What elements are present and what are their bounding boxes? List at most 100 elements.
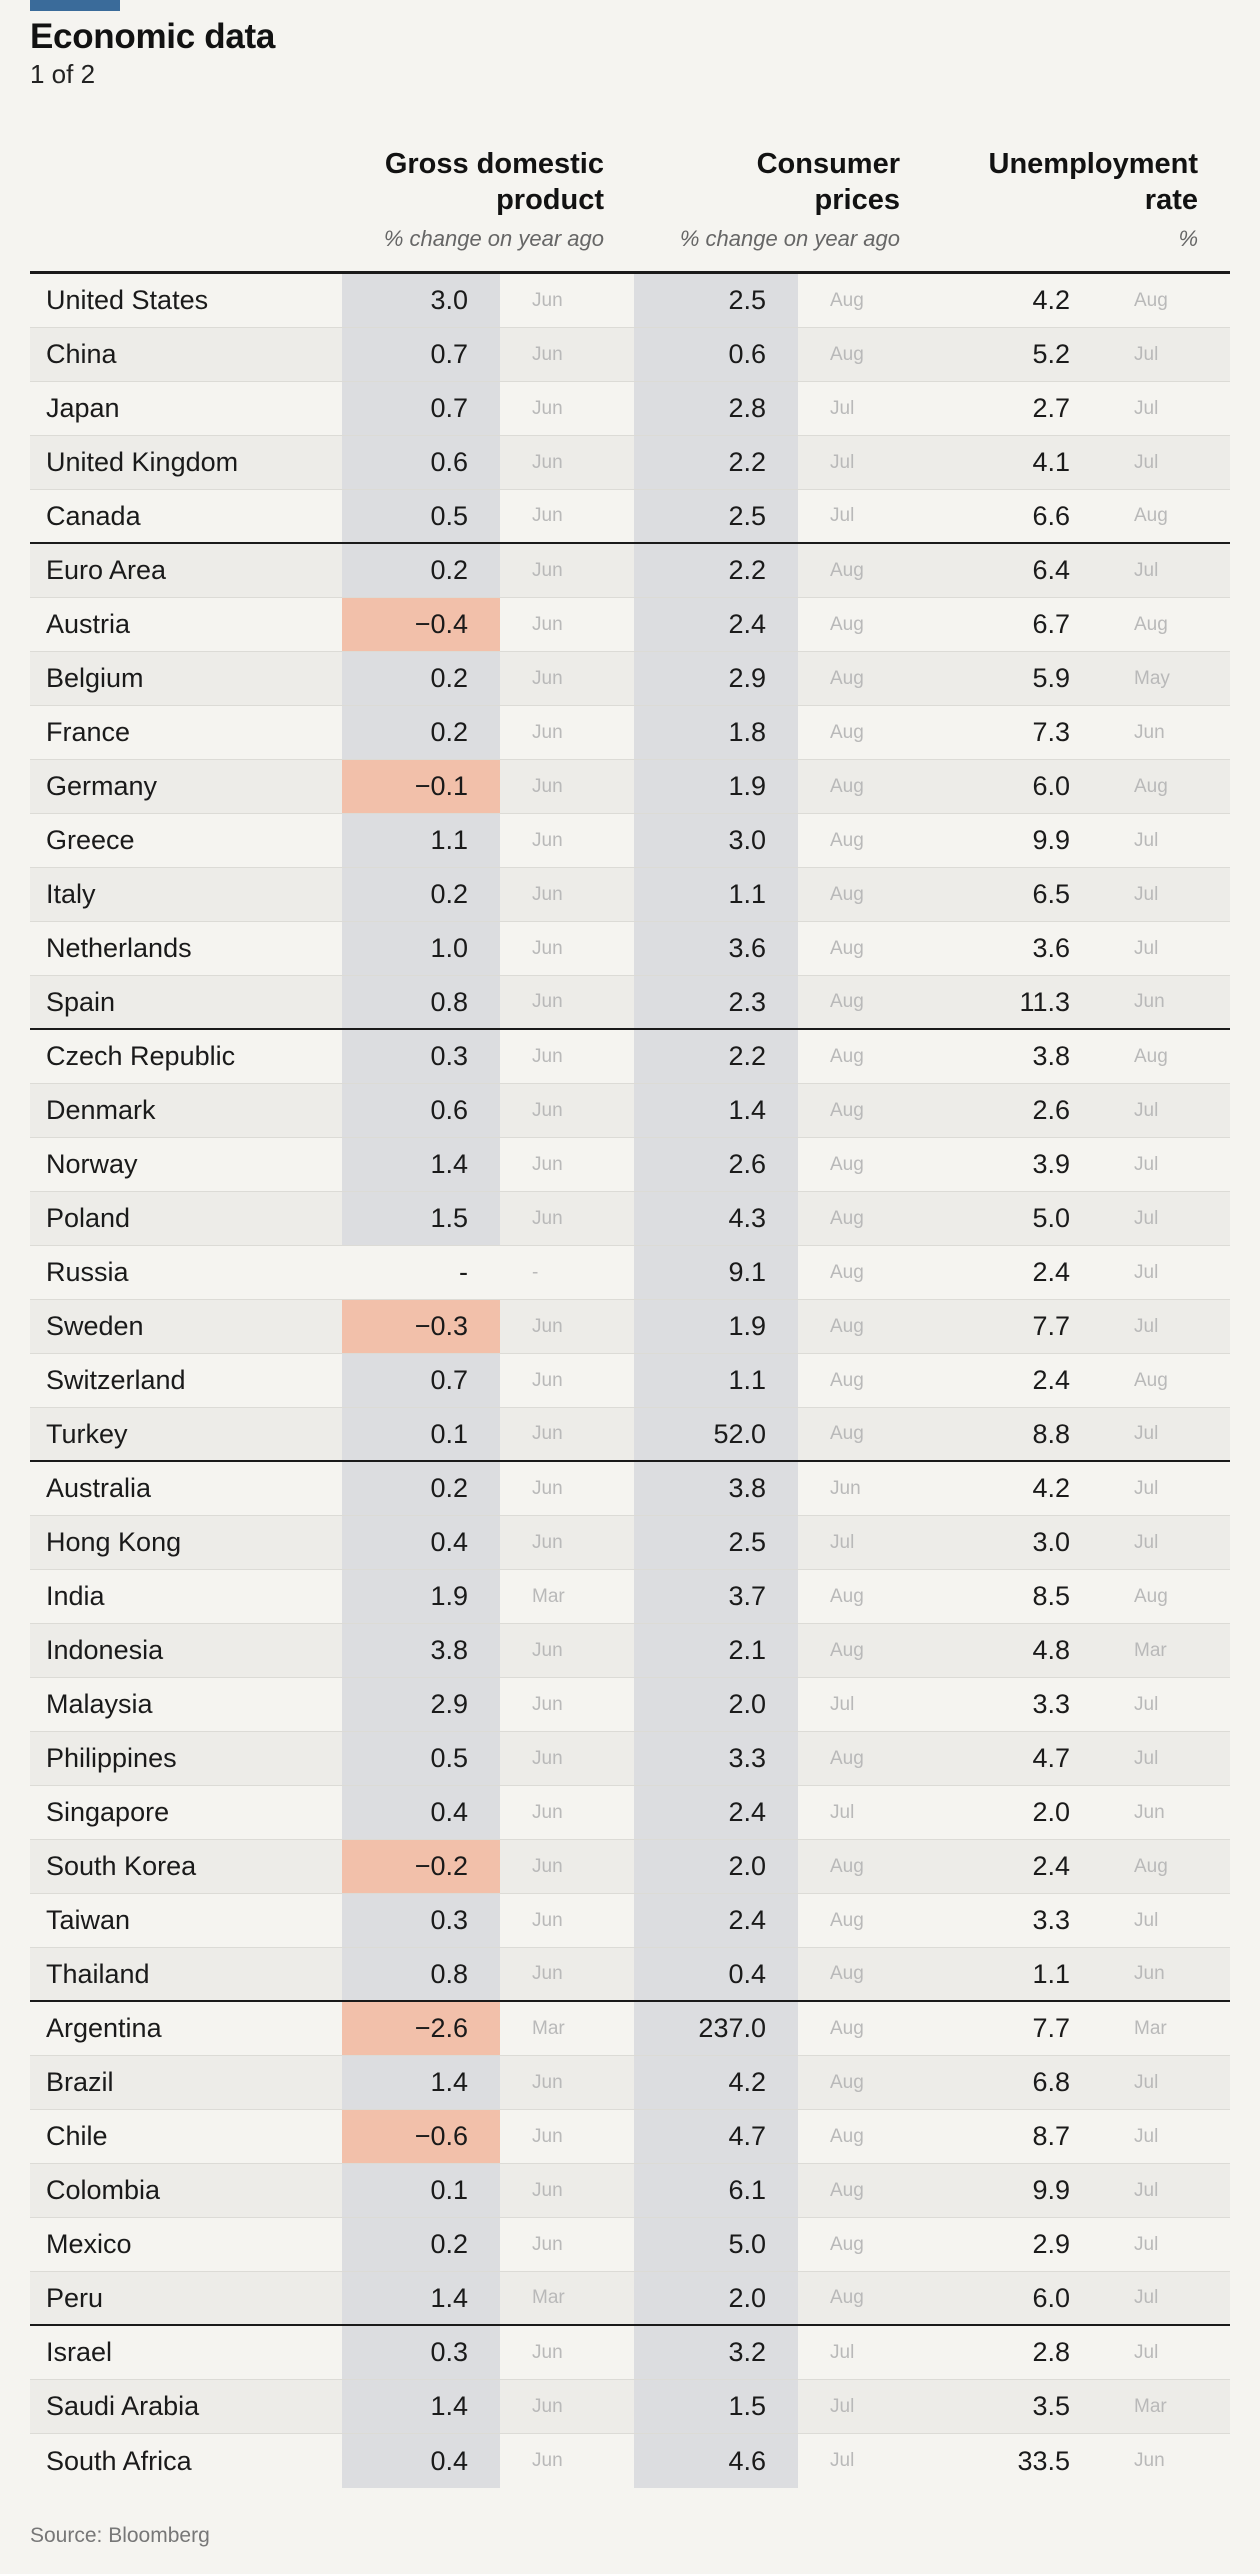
cpi-value: 3.3 [728, 1743, 766, 1773]
unemployment-period: Jul [1134, 1747, 1159, 1769]
table-row: Peru 1.4 Mar 2.0 Aug 6.0 Jul [30, 2272, 1230, 2326]
unemployment-period: Jul [1134, 2071, 1159, 2093]
country-name: Argentina [46, 2013, 162, 2043]
gdp-period: Jun [532, 559, 563, 581]
unemployment-period: Aug [1134, 775, 1168, 797]
unemployment-value: 3.8 [1032, 1041, 1070, 1071]
cpi-cell-fill [634, 1732, 798, 1785]
gdp-value: 0.1 [430, 2175, 468, 2205]
cpi-value: 5.0 [728, 2229, 766, 2259]
unemployment-value: 7.3 [1032, 717, 1070, 747]
cpi-unit: % change on year ago [679, 226, 900, 251]
cpi-period: Jul [830, 1693, 855, 1715]
gdp-period: Jun [532, 775, 563, 797]
unemployment-period: Jun [1134, 1801, 1165, 1823]
table-row: Chile −0.6 Jun 4.7 Aug 8.7 Jul [30, 2110, 1230, 2164]
unemployment-period: Jul [1134, 2233, 1159, 2255]
gdp-value: 0.6 [430, 447, 468, 477]
table-row: Greece 1.1 Jun 3.0 Aug 9.9 Jul [30, 814, 1230, 868]
cpi-value: 2.6 [728, 1149, 766, 1179]
gdp-period: Jun [532, 1477, 563, 1499]
cpi-cell-fill [634, 544, 798, 597]
cpi-period: Jul [830, 1531, 855, 1553]
cpi-period: Aug [830, 1855, 864, 1877]
gdp-cell-fill [342, 1840, 500, 1893]
gdp-cell-fill [342, 868, 500, 921]
gdp-period: Jun [532, 2341, 563, 2363]
table-row: Sweden −0.3 Jun 1.9 Aug 7.7 Jul [30, 1300, 1230, 1354]
country-name: Belgium [46, 663, 144, 693]
cpi-value: 1.9 [728, 1311, 766, 1341]
cpi-period: Aug [830, 1963, 864, 1984]
country-name: Canada [46, 500, 141, 531]
country-name: Switzerland [46, 1365, 186, 1395]
cpi-cell-fill [634, 652, 798, 705]
gdp-period: Jun [532, 1099, 563, 1121]
gdp-period: Jun [532, 397, 563, 419]
gdp-cell-fill [342, 2218, 500, 2271]
unemployment-value: 2.6 [1032, 1095, 1070, 1125]
gdp-period: Jun [532, 1207, 563, 1229]
unemployment-period: Jul [1134, 937, 1159, 959]
unemployment-value: 3.0 [1032, 1527, 1070, 1557]
gdp-period: Jun [532, 451, 563, 473]
cpi-value: 2.5 [728, 500, 766, 531]
unemployment-period: Aug [1134, 289, 1168, 311]
gdp-cell-fill [342, 328, 500, 381]
gdp-cell-fill [342, 490, 500, 542]
gdp-value: 0.5 [430, 1743, 468, 1773]
table-row: Belgium 0.2 Jun 2.9 Aug 5.9 May [30, 652, 1230, 706]
cpi-cell-fill [634, 2164, 798, 2217]
unemployment-period: Mar [1134, 2017, 1167, 2039]
unemployment-period: Jul [1134, 1909, 1159, 1931]
cpi-cell-fill [634, 760, 798, 813]
country-name: Norway [46, 1149, 138, 1179]
cpi-value: 1.5 [728, 2391, 766, 2421]
cpi-value: 4.3 [728, 1203, 766, 1233]
gdp-cell-fill [342, 706, 500, 759]
cpi-cell-fill [634, 1138, 798, 1191]
unemployment-value: 4.8 [1032, 1635, 1070, 1665]
unemployment-period: Aug [1134, 1045, 1168, 1067]
country-name: Taiwan [46, 1905, 131, 1935]
gdp-period: Jun [532, 1963, 563, 1984]
gdp-value: 1.9 [430, 1581, 468, 1611]
cpi-period: Aug [830, 667, 864, 689]
table-row: Taiwan 0.3 Jun 2.4 Aug 3.3 Jul [30, 1894, 1230, 1948]
cpi-value: 3.2 [728, 2337, 766, 2367]
cpi-cell-fill [634, 1840, 798, 1893]
unemployment-value: 9.9 [1032, 2175, 1070, 2205]
cpi-cell-fill [634, 1894, 798, 1947]
unemployment-header-line2: rate [1144, 184, 1198, 216]
gdp-cell-fill [342, 652, 500, 705]
unemployment-period: Jul [1134, 559, 1159, 581]
gdp-cell-fill [342, 436, 500, 489]
table-row: United States 3.0 Jun 2.5 Aug 4.2 Aug [30, 274, 1230, 328]
cpi-header-line1: Consumer [756, 148, 900, 180]
gdp-period: Jun [532, 2125, 563, 2147]
table-row: Thailand 0.8 Jun 0.4 Aug 1.1 Jun [30, 1948, 1230, 2002]
table-row: South Korea −0.2 Jun 2.0 Aug 2.4 Aug [30, 1840, 1230, 1894]
country-name: Chile [46, 2121, 108, 2151]
unemployment-value: 7.7 [1032, 1311, 1070, 1341]
cpi-period: Aug [830, 2233, 864, 2255]
gdp-cell-fill [342, 1624, 500, 1677]
cpi-period: Aug [830, 991, 864, 1012]
gdp-cell-fill [342, 760, 500, 813]
cpi-header-line2: prices [814, 184, 900, 216]
table-row: Brazil 1.4 Jun 4.2 Aug 6.8 Jul [30, 2056, 1230, 2110]
table-row: Australia 0.2 Jun 3.8 Jun 4.2 Jul [30, 1462, 1230, 1516]
unemployment-period: Jul [1134, 1099, 1159, 1121]
cpi-period: Aug [830, 1045, 864, 1067]
gdp-cell-fill [342, 814, 500, 867]
cpi-value: 2.0 [728, 2282, 766, 2313]
gdp-value: 0.8 [430, 1958, 468, 1989]
unemployment-value: 3.6 [1032, 933, 1070, 963]
gdp-value: 0.3 [430, 2337, 468, 2367]
unemployment-value: 3.5 [1032, 2391, 1070, 2421]
gdp-cell-fill [342, 1462, 500, 1515]
cpi-cell-fill [634, 1354, 798, 1407]
country-name: Japan [46, 393, 120, 423]
table-row: Colombia 0.1 Jun 6.1 Aug 9.9 Jul [30, 2164, 1230, 2218]
table-row: Argentina −2.6 Mar 237.0 Aug 7.7 Mar [30, 2002, 1230, 2056]
